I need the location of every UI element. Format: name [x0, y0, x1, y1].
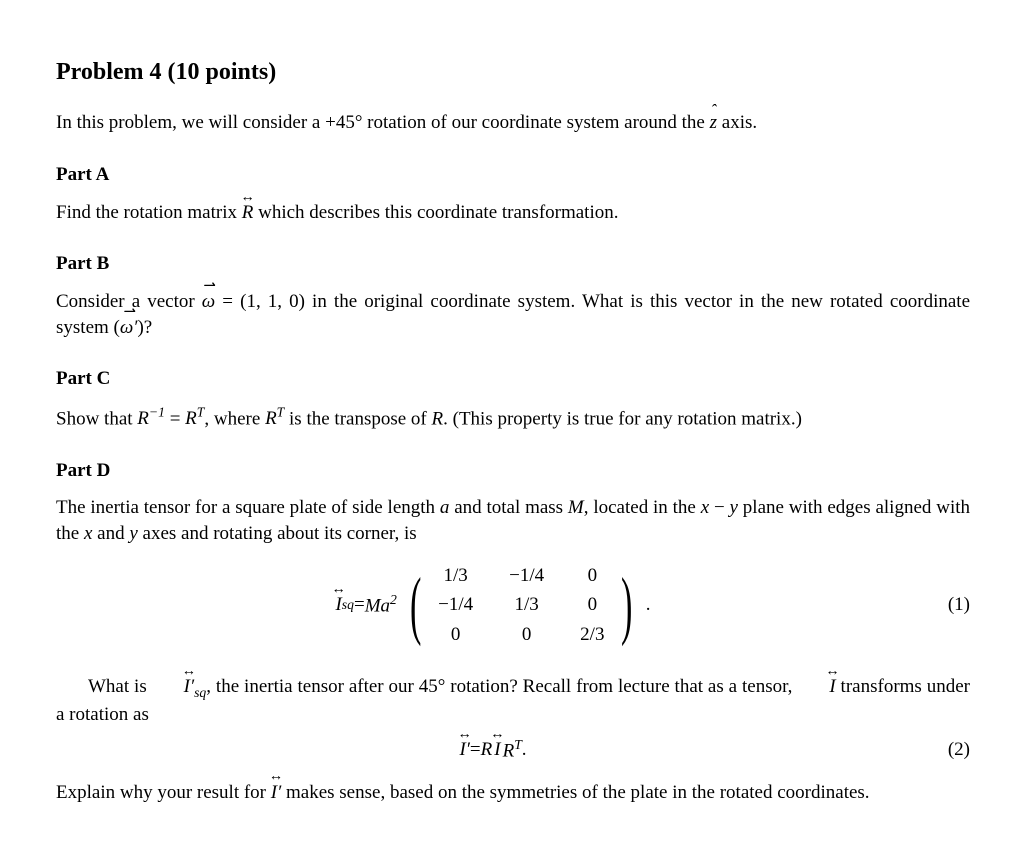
part-b-heading: Part B: [56, 251, 970, 277]
and-word: and: [92, 523, 129, 544]
part-d-heading: Part D: [56, 458, 970, 484]
eq2-i-prime: I′: [459, 737, 469, 763]
eq1-period: .: [646, 592, 651, 618]
var-m: M: [568, 497, 584, 518]
matrix-table: 1/3−1/40 −1/41/30 002/3: [420, 561, 622, 650]
intro-text-a: In this problem, we will consider a +45°…: [56, 112, 710, 133]
rotation-matrix-symbol: R: [242, 200, 254, 226]
pd-text-c: , located in the: [584, 497, 701, 518]
i-tensor-inline: I: [797, 674, 835, 700]
omega-vector: ω: [202, 289, 215, 315]
m-0-2: 0: [562, 561, 622, 591]
part-c-text-a: Show that: [56, 408, 137, 429]
pd-text-g-b: makes sense, based on the symmetries of …: [281, 782, 869, 803]
equation-1-body: Isq = Ma2 ( 1/3−1/40 −1/41/30 002/3 ) .: [56, 561, 930, 650]
part-a-text: Find the rotation matrix R which describ…: [56, 200, 970, 226]
m-2-0: 0: [420, 620, 491, 650]
eq2-i: I: [494, 737, 500, 763]
i-prime-sq-sub: sq: [194, 684, 206, 699]
var-y1: y: [730, 497, 738, 518]
pd-text-g-a: Explain why your result for: [56, 782, 271, 803]
part-c-text-b: , where: [204, 408, 265, 429]
eq2-period: .: [522, 737, 527, 763]
part-a-text-b: which describes this coordinate transfor…: [253, 202, 618, 223]
m-1-0: −1/4: [420, 590, 491, 620]
part-a-text-a: Find the rotation matrix: [56, 202, 242, 223]
part-b-text: Consider a vector ω = (1, 1, 0) in the o…: [56, 289, 970, 340]
intro-text-b: axis.: [717, 112, 757, 133]
r-transpose-1: RT: [185, 408, 204, 429]
equation-1-number: (1): [930, 592, 970, 618]
part-b-text-c: )?: [137, 317, 152, 338]
pd-text-a: The inertia tensor for a square plate of…: [56, 497, 440, 518]
part-c-text-d: . (This property is true for any rotatio…: [443, 408, 802, 429]
pd-text-f-a: What is: [88, 676, 152, 697]
equation-2-body: I′ = R I RT.: [56, 736, 930, 764]
r-inverse: R−1: [137, 408, 165, 429]
i-prime-sq: I′: [152, 674, 194, 700]
m-2-1: 0: [491, 620, 562, 650]
pd-text-b: and total mass: [449, 497, 568, 518]
equation-2: I′ = R I RT. (2): [56, 736, 970, 764]
pd-text-f-b: , the inertia tensor after our 45° rotat…: [206, 676, 797, 697]
r-plain: R: [432, 408, 444, 429]
part-d-text-2: What is I′sq, the inertia tensor after o…: [56, 674, 970, 728]
equation-1: Isq = Ma2 ( 1/3−1/40 −1/41/30 002/3 ) . …: [56, 561, 970, 650]
intro-paragraph: In this problem, we will consider a +45°…: [56, 110, 970, 136]
equation-2-number: (2): [930, 737, 970, 763]
part-c-text: Show that R−1 = RT, where RT is the tran…: [56, 404, 970, 432]
var-a: a: [440, 497, 450, 518]
paren-left-icon: (: [410, 569, 421, 641]
minus-sign: −: [709, 497, 729, 518]
eq2-rt: RT: [503, 736, 522, 764]
inertia-matrix: ( 1/3−1/40 −1/41/30 002/3 ): [403, 561, 640, 650]
eq1-equals: =: [354, 592, 365, 618]
paren-right-icon: ): [621, 569, 632, 641]
ma2: Ma2: [365, 591, 397, 619]
i-prime-expl: I′: [271, 780, 281, 806]
var-x1: x: [701, 497, 709, 518]
i-sq-tensor: I: [335, 592, 341, 618]
part-c-text-c: is the transpose of: [284, 408, 431, 429]
var-y2: y: [129, 523, 137, 544]
eq-sign-c1: =: [165, 408, 185, 429]
r-transpose-2: RT: [265, 408, 284, 429]
z-hat: z: [710, 110, 717, 136]
part-d-text-3: Explain why your result for I′ makes sen…: [56, 780, 970, 806]
problem-title: Problem 4 (10 points): [56, 56, 970, 88]
part-d-text-1: The inertia tensor for a square plate of…: [56, 495, 970, 546]
m-0-0: 1/3: [420, 561, 491, 591]
part-a-heading: Part A: [56, 162, 970, 188]
m-0-1: −1/4: [491, 561, 562, 591]
part-c-heading: Part C: [56, 366, 970, 392]
omega-prime-vector: ω′: [120, 315, 138, 341]
m-1-1: 1/3: [491, 590, 562, 620]
m-1-2: 0: [562, 590, 622, 620]
m-2-2: 2/3: [562, 620, 622, 650]
pd-text-e: axes and rotating about its corner, is: [138, 523, 417, 544]
